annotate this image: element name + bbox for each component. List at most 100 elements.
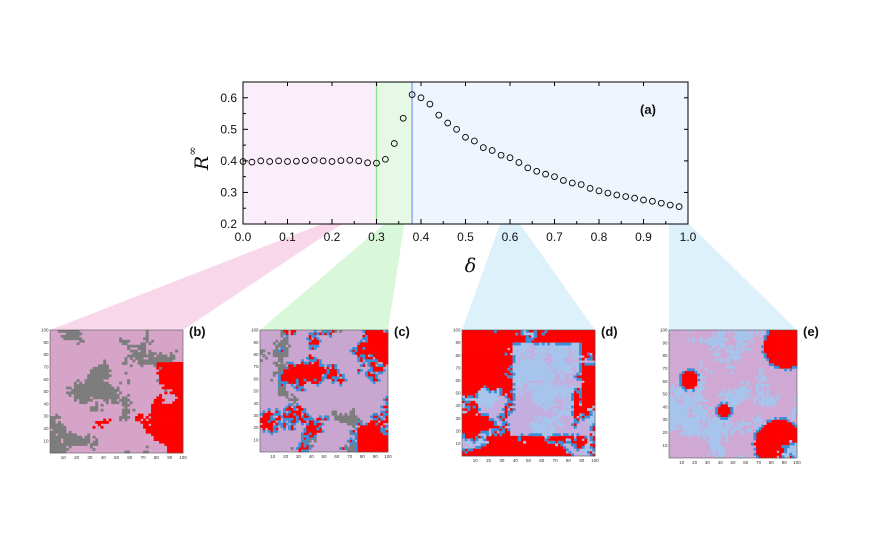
secondary-cell — [132, 352, 136, 355]
cluster-cell — [592, 453, 596, 457]
secondary-cell — [725, 360, 729, 364]
cluster-cell — [483, 335, 487, 338]
cluster-cell — [172, 384, 176, 387]
secondary-cell — [295, 398, 299, 402]
cluster-cell — [300, 442, 304, 445]
secondary-cell — [265, 356, 268, 360]
secondary-cell — [557, 352, 561, 356]
cluster-cell — [172, 411, 176, 414]
secondary-cell — [740, 388, 744, 392]
boundary-cell — [499, 433, 503, 437]
secondary-cell — [515, 352, 519, 356]
cluster-cell — [153, 418, 157, 422]
cluster-cell — [367, 439, 371, 443]
cluster-cell — [581, 377, 585, 381]
secondary-cell — [352, 422, 356, 426]
cluster-cell — [380, 420, 384, 424]
boundary-cell — [579, 362, 582, 366]
cluster-cell — [472, 347, 476, 351]
cluster-cell — [156, 433, 160, 437]
cluster-cell — [791, 353, 795, 356]
cluster-cell — [385, 434, 389, 438]
cluster-cell — [156, 425, 160, 429]
secondary-cell — [92, 369, 96, 373]
cluster-cell — [467, 403, 471, 406]
secondary-cell — [563, 398, 567, 401]
secondary-cell — [533, 395, 537, 399]
boundary-cell — [362, 347, 366, 350]
cluster-cell — [587, 370, 590, 374]
secondary-cell — [151, 357, 155, 360]
cluster-cell — [547, 443, 551, 447]
cluster-cell — [488, 382, 492, 386]
boundary-cell — [339, 383, 343, 387]
cluster-cell — [496, 433, 500, 437]
cluster-cell — [290, 415, 294, 419]
secondary-cell — [280, 356, 284, 360]
cluster-cell — [485, 420, 489, 424]
cluster-cell — [786, 330, 790, 333]
cluster-cell — [501, 352, 505, 356]
secondary-cell — [549, 342, 553, 346]
secondary-cell — [563, 355, 567, 359]
cluster-cell — [180, 440, 184, 444]
cluster-cell — [359, 444, 363, 448]
secondary-cell — [462, 440, 465, 444]
cluster-cell — [316, 366, 320, 370]
cluster-cell — [496, 350, 500, 353]
cluster-cell — [784, 353, 788, 356]
secondary-cell — [697, 388, 701, 392]
cluster-cell — [589, 347, 593, 351]
boundary-cell — [547, 440, 551, 444]
cluster-cell — [377, 442, 381, 445]
secondary-cell — [52, 416, 56, 419]
boundary-cell — [326, 371, 330, 375]
cluster-cell — [784, 332, 788, 336]
cluster-cell — [475, 375, 479, 379]
secondary-cell — [280, 359, 284, 363]
cluster-cell — [507, 395, 511, 399]
cluster-cell — [773, 429, 777, 433]
boundary-cell — [571, 395, 575, 399]
cluster-cell — [483, 350, 487, 353]
cluster-cell — [488, 453, 492, 457]
cluster-cell — [372, 415, 376, 419]
cluster-cell — [477, 367, 481, 371]
cluster-cell — [145, 423, 149, 427]
boundary-cell — [359, 369, 363, 372]
boundary-cell — [326, 369, 330, 372]
cluster-cell — [288, 381, 292, 384]
cluster-cell — [313, 425, 317, 428]
cluster-cell — [573, 340, 577, 343]
lattice-x-tick-label: 40 — [309, 454, 315, 459]
secondary-cell — [555, 347, 559, 351]
cluster-cell — [375, 369, 379, 372]
cluster-cell — [761, 447, 765, 451]
cluster-cell — [306, 378, 309, 382]
cluster-cell — [385, 342, 389, 345]
cluster-cell — [153, 411, 157, 414]
cluster-cell — [280, 373, 284, 377]
boundary-cell — [288, 425, 292, 428]
cluster-cell — [285, 415, 289, 419]
cluster-cell — [267, 410, 271, 414]
boundary-cell — [504, 420, 508, 424]
cluster-cell — [172, 376, 176, 380]
cluster-cell — [509, 385, 513, 389]
cluster-cell — [293, 420, 297, 424]
cluster-cell — [180, 403, 184, 407]
secondary-cell — [334, 330, 338, 333]
cluster-cell — [528, 438, 532, 442]
secondary-cell — [740, 337, 744, 341]
cluster-cell — [584, 440, 588, 444]
cluster-cell — [499, 385, 503, 389]
cluster-cell — [779, 434, 782, 438]
secondary-cell — [68, 443, 72, 446]
secondary-cell — [275, 364, 279, 367]
cluster-cell — [581, 415, 585, 419]
cluster-cell — [786, 442, 790, 446]
cluster-cell — [362, 432, 366, 436]
cluster-cell — [295, 371, 299, 375]
cluster-cell — [485, 337, 489, 341]
cluster-cell — [177, 413, 181, 417]
